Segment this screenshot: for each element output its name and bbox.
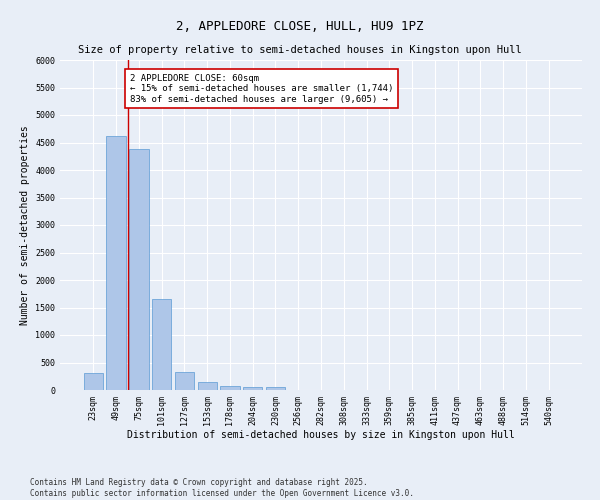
Y-axis label: Number of semi-detached properties: Number of semi-detached properties — [20, 125, 29, 325]
Bar — [84, 373, 103, 390]
Bar — [175, 372, 194, 390]
Bar — [129, 149, 149, 390]
Text: Size of property relative to semi-detached houses in Kingston upon Hull: Size of property relative to semi-detach… — [78, 45, 522, 55]
Bar — [152, 299, 172, 390]
Text: 2 APPLEDORE CLOSE: 60sqm
← 15% of semi-detached houses are smaller (1,744)
83% o: 2 APPLEDORE CLOSE: 60sqm ← 15% of semi-d… — [130, 74, 393, 104]
Text: Contains HM Land Registry data © Crown copyright and database right 2025.
Contai: Contains HM Land Registry data © Crown c… — [30, 478, 414, 498]
Bar — [106, 136, 126, 390]
X-axis label: Distribution of semi-detached houses by size in Kingston upon Hull: Distribution of semi-detached houses by … — [127, 430, 515, 440]
Bar — [197, 382, 217, 390]
Bar — [266, 387, 285, 390]
Bar — [220, 386, 239, 390]
Text: 2, APPLEDORE CLOSE, HULL, HU9 1PZ: 2, APPLEDORE CLOSE, HULL, HU9 1PZ — [176, 20, 424, 33]
Bar — [243, 387, 262, 390]
